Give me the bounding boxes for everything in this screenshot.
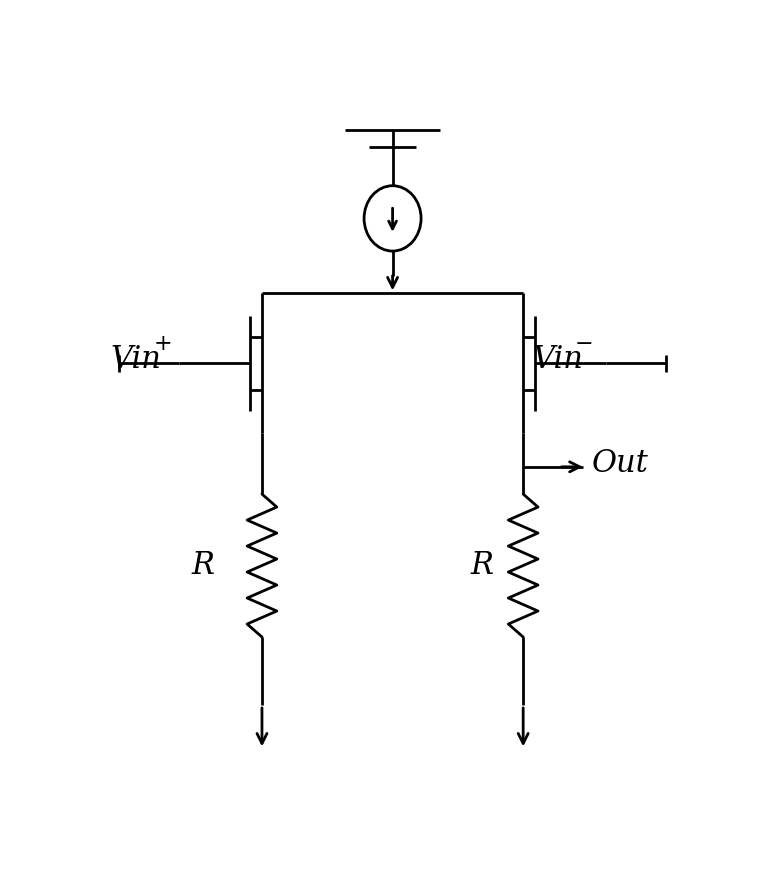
Text: +: +	[153, 333, 172, 355]
Text: Out: Out	[591, 448, 648, 479]
Text: −: −	[574, 333, 594, 355]
Text: R: R	[191, 550, 214, 581]
Text: R: R	[470, 550, 493, 581]
Text: Vin: Vin	[532, 345, 583, 376]
Text: Vin: Vin	[110, 345, 162, 376]
